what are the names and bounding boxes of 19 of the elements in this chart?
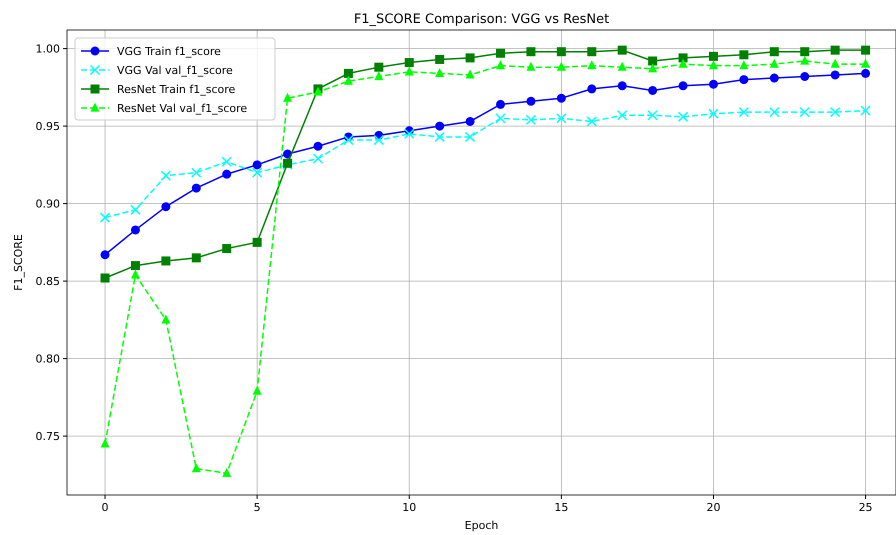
y-tick-label: 0.90 xyxy=(36,198,60,211)
y-tick-label: 0.80 xyxy=(36,352,60,366)
legend-label: ResNet Train f1_score xyxy=(117,83,236,96)
y-tick-label: 1.00 xyxy=(36,42,60,56)
x-tick-label: 10 xyxy=(402,501,416,514)
legend-label: VGG Val val_f1_score xyxy=(117,64,233,77)
y-tick-label: 0.75 xyxy=(36,430,60,444)
x-tick-label: 20 xyxy=(706,501,720,514)
x-tick-label: 25 xyxy=(858,501,873,514)
y-tick-label: 0.95 xyxy=(36,120,60,134)
x-tick-label: 15 xyxy=(554,501,568,514)
x-axis-title: Epoch xyxy=(464,519,498,532)
legend-label: VGG Train f1_score xyxy=(117,45,222,58)
x-tick-label: 0 xyxy=(102,501,109,514)
y-axis-title: F1_SCORE xyxy=(12,234,25,291)
x-tick-label: 5 xyxy=(254,501,261,514)
legend-label: ResNet Val val_f1_score xyxy=(117,102,248,115)
y-tick-label: 0.85 xyxy=(36,275,60,288)
chart-title: F1_SCORE Comparison: VGG vs ResNet xyxy=(354,12,610,27)
